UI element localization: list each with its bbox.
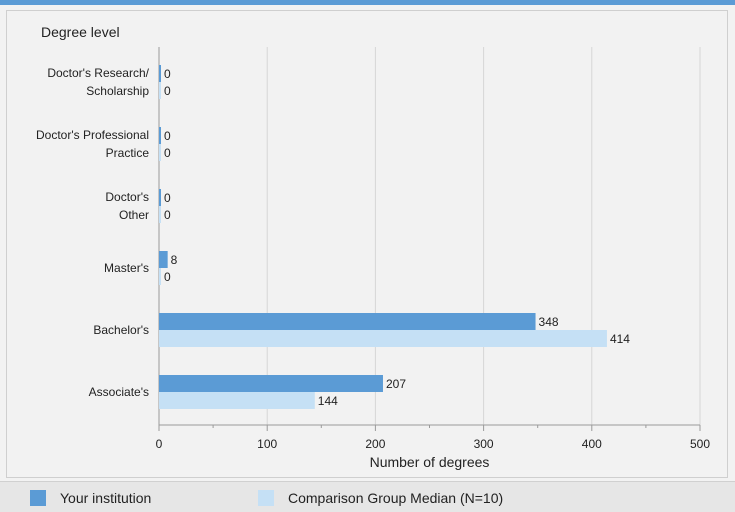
legend-swatch-comparison-group bbox=[258, 490, 274, 506]
category-label: Bachelor's bbox=[93, 323, 149, 337]
bar-your-institution-1 bbox=[159, 127, 161, 144]
bar-value-label: 0 bbox=[164, 270, 171, 284]
bar-comparison-median-3 bbox=[159, 268, 161, 285]
legend-label-your-institution: Your institution bbox=[60, 490, 152, 506]
bar-comparison-median-0 bbox=[159, 82, 161, 99]
bar-comparison-median-4 bbox=[159, 330, 607, 347]
header-accent-bar bbox=[0, 0, 735, 5]
bar-chart: 0 0 Doctor's Research/Scholarship 0 0 Doctor'… bbox=[36, 24, 710, 470]
x-axis-title: Number of degrees bbox=[370, 454, 490, 470]
bar-value-label: 0 bbox=[164, 67, 171, 81]
legend-swatch-your-institution bbox=[30, 490, 46, 506]
bar-value-label: 8 bbox=[171, 253, 178, 267]
legend-item-comparison-group: Comparison Group Median (N=10) bbox=[258, 490, 503, 506]
bar-value-label: 0 bbox=[164, 84, 171, 98]
category-label: Doctor's Research/ bbox=[47, 66, 149, 80]
bar-comparison-median-1 bbox=[159, 144, 161, 161]
x-tick-label: 0 bbox=[156, 437, 163, 451]
bar-your-institution-2 bbox=[159, 189, 161, 206]
category-label: Associate's bbox=[89, 385, 149, 399]
bar-your-institution-4 bbox=[159, 313, 536, 330]
x-tick-label: 100 bbox=[257, 437, 277, 451]
y-axis-title: Degree level bbox=[41, 24, 120, 40]
category-label: Doctor's bbox=[105, 190, 149, 204]
bar-value-label: 0 bbox=[164, 208, 171, 222]
bar-your-institution-0 bbox=[159, 65, 161, 82]
bar-value-label: 414 bbox=[610, 332, 630, 346]
x-tick-label: 400 bbox=[582, 437, 602, 451]
x-tick-label: 500 bbox=[690, 437, 710, 451]
bar-your-institution-5 bbox=[159, 375, 383, 392]
chart-legend: Your institution Comparison Group Median… bbox=[0, 481, 735, 512]
bar-comparison-median-5 bbox=[159, 392, 315, 409]
category-label: Other bbox=[119, 208, 149, 222]
category-label: Master's bbox=[104, 261, 149, 275]
x-tick-label: 200 bbox=[365, 437, 385, 451]
bar-comparison-median-2 bbox=[159, 206, 161, 223]
legend-item-your-institution: Your institution bbox=[30, 490, 151, 506]
bar-your-institution-3 bbox=[159, 251, 168, 268]
category-label: Practice bbox=[106, 146, 150, 160]
x-tick-label: 300 bbox=[474, 437, 494, 451]
category-label: Scholarship bbox=[86, 84, 149, 98]
bar-value-label: 0 bbox=[164, 146, 171, 160]
bar-value-label: 207 bbox=[386, 377, 406, 391]
chart-panel: 0 0 Doctor's Research/Scholarship 0 0 Doctor'… bbox=[6, 10, 728, 478]
bar-value-label: 348 bbox=[539, 315, 559, 329]
category-label: Doctor's Professional bbox=[36, 128, 149, 142]
bar-value-label: 144 bbox=[318, 394, 338, 408]
bar-value-label: 0 bbox=[164, 129, 171, 143]
bar-value-label: 0 bbox=[164, 191, 171, 205]
legend-label-comparison-group: Comparison Group Median (N=10) bbox=[288, 490, 504, 506]
